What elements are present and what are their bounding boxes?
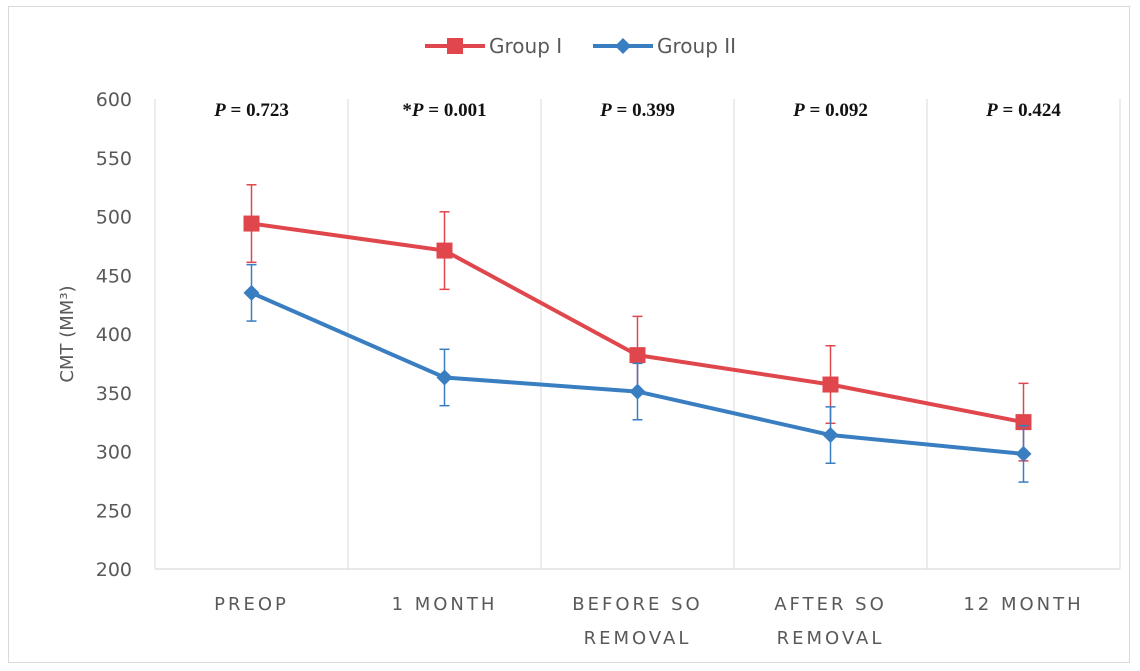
y-tick-label: 300 (96, 442, 132, 464)
gridlines (154, 99, 1121, 569)
legend-label: Group I (489, 34, 562, 58)
y-tick-label: 600 (96, 89, 132, 111)
data-point (629, 347, 646, 364)
y-axis: 200 250 300 350 400 450 500 550 600 (96, 89, 132, 581)
p-value-label: P = 0.723 (213, 100, 289, 121)
data-point (822, 427, 839, 444)
p-value-label: *P = 0.001 (402, 100, 486, 121)
y-tick-label: 500 (96, 207, 132, 229)
y-tick-label: 450 (96, 265, 132, 287)
y-tick-label: 350 (96, 383, 132, 405)
y-tick-label: 400 (96, 324, 132, 346)
y-tick-label: 200 (96, 559, 132, 581)
x-category-label: PREOP (214, 594, 289, 615)
x-category-label: AFTER SO (774, 594, 887, 615)
data-point (1015, 445, 1032, 462)
data-point (243, 215, 260, 232)
data-point (629, 383, 646, 400)
x-category-label: 12 MONTH (963, 594, 1083, 615)
data-point (822, 376, 839, 393)
legend-item: Group I (425, 34, 562, 58)
x-category-label: REMOVAL (584, 628, 692, 649)
x-category-label: REMOVAL (777, 628, 885, 649)
data-point (436, 242, 453, 259)
series-2 (243, 263, 1032, 483)
x-axis: PREOP 1 MONTH BEFORE SO REMOVAL AFTER SO REMO… (155, 568, 1120, 649)
y-axis-label: CMT (MM³) (57, 285, 78, 382)
x-category-label: BEFORE SO (572, 594, 702, 615)
p-value-labels: P = 0.723 *P = 0.001 P = 0.399 P = 0.092 P =… (213, 100, 1061, 121)
data-point (436, 369, 453, 386)
y-tick-label: 250 (96, 500, 132, 522)
p-value-label: P = 0.424 (985, 100, 1061, 121)
y-tick-label: 550 (96, 148, 132, 170)
x-category-label: 1 MONTH (392, 594, 498, 615)
legend-item: Group II (593, 34, 736, 58)
legend: Group I Group II (425, 34, 736, 58)
legend-marker (615, 38, 631, 54)
p-value-label: P = 0.092 (792, 100, 868, 121)
data-point (243, 284, 260, 301)
plot-area (243, 184, 1032, 483)
legend-marker (447, 38, 463, 54)
p-value-label: P = 0.399 (599, 100, 675, 121)
chart-frame (8, 6, 1130, 663)
legend-label: Group II (657, 34, 736, 58)
